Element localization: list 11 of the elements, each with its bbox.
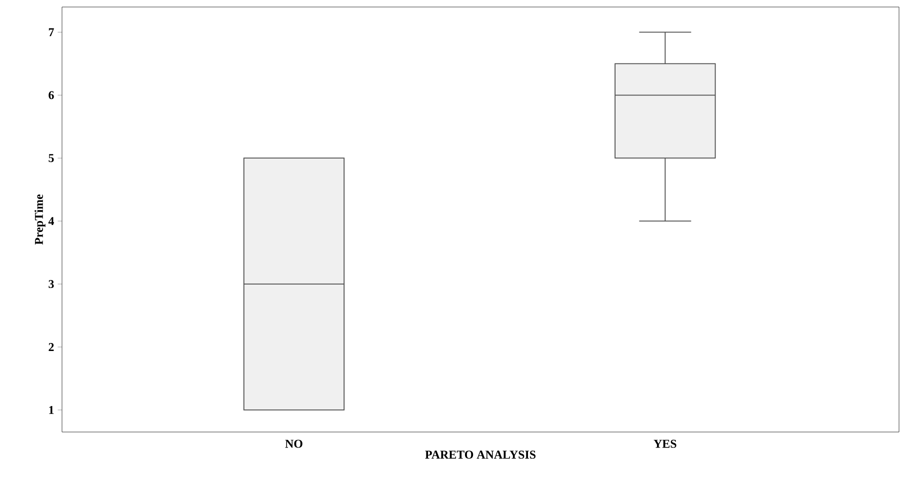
y-tick-label: 1	[49, 406, 54, 414]
y-tick-label: 2	[48, 343, 54, 351]
x-tick-label: YES	[654, 440, 676, 448]
x-axis-title: PARETO ANALYSIS	[425, 450, 536, 459]
y-axis-title: PrepTime	[34, 194, 46, 245]
y-tick-label: 5	[48, 154, 54, 162]
y-tick-label: 6	[48, 91, 54, 100]
y-tick-label: 4	[48, 217, 54, 226]
y-tick-label: 7	[48, 28, 54, 36]
y-tick-label: 3	[48, 280, 54, 288]
x-tick-label: NO	[285, 440, 302, 448]
